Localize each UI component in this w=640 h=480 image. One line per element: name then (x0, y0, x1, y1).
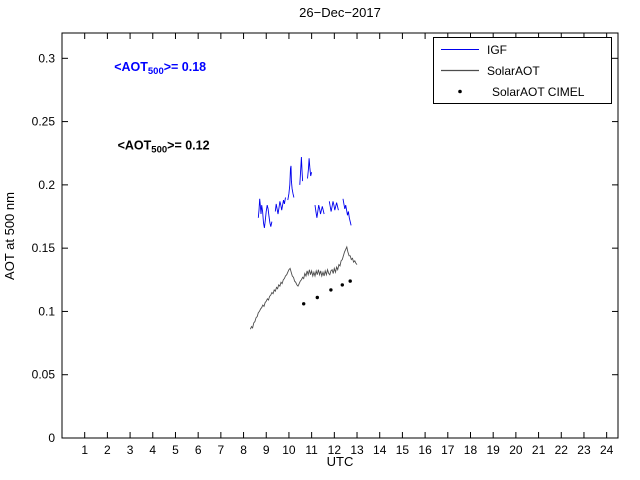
y-tick-label: 0.2 (38, 178, 55, 192)
x-tick-label: 18 (464, 443, 478, 457)
y-tick-label: 0 (48, 431, 55, 445)
x-tick-label: 11 (305, 443, 318, 457)
x-tick-label: 8 (240, 443, 247, 457)
x-tick-label: 21 (532, 443, 546, 457)
igf-line (342, 198, 352, 226)
x-tick-label: 16 (418, 443, 432, 457)
axis-ticks: 1 2 3 4 5 6 7 8 9 10 11 12 13 14 15 16 17 18 19 20 21 22 23 240… (32, 33, 618, 457)
igf-line (257, 198, 273, 228)
x-tick-label: 20 (509, 443, 523, 457)
annotation-igf-mean: <AOT500>= 0.18 (114, 60, 206, 77)
y-tick-label: 0.3 (38, 51, 55, 65)
y-tick-label: 0.05 (32, 368, 56, 382)
igf-line (299, 156, 304, 185)
x-tick-label: 23 (577, 443, 591, 457)
y-tick-label: 0.15 (32, 241, 56, 255)
x-tick-label: 12 (328, 443, 342, 457)
x-axis-label: UTC (327, 454, 354, 469)
x-tick-label: 19 (487, 443, 501, 457)
igf-line (328, 201, 339, 212)
legend-label-cimel: SolarAOT CIMEL (492, 85, 585, 99)
series-group (249, 156, 358, 330)
solaraot-cimel-point (348, 279, 352, 283)
chart-title: 26−Dec−2017 (299, 5, 381, 20)
solaraot-cimel-point (315, 295, 319, 300)
x-tick-label: 5 (172, 443, 179, 457)
solaraot-cimel-point (302, 302, 306, 306)
x-tick-label: 13 (350, 443, 364, 457)
annotations: <AOT500>= 0.18 <AOT500>= 0.12 (114, 60, 209, 155)
igf-line (314, 204, 325, 218)
y-tick-label: 0.1 (38, 304, 55, 318)
solaraot-line (249, 245, 358, 330)
legend: IGF SolarAOT SolarAOT CIMEL (433, 37, 612, 104)
x-tick-label: 6 (195, 443, 202, 457)
x-tick-label: 15 (396, 443, 410, 457)
x-tick-label: 7 (218, 443, 225, 457)
x-tick-label: 1 (81, 443, 88, 457)
solaraot-cimel-point (340, 283, 344, 287)
legend-label-igf: IGF (487, 43, 507, 57)
igf-line (274, 197, 286, 215)
y-axis-label: AOT at 500 nm (2, 192, 17, 280)
x-tick-label: 17 (441, 443, 455, 457)
x-tick-label: 2 (104, 443, 111, 457)
x-tick-label: 9 (263, 443, 270, 457)
x-tick-label: 14 (373, 443, 387, 457)
legend-marker-cimel (458, 89, 462, 94)
y-tick-label: 0.25 (32, 115, 56, 129)
legend-label-solaraot: SolarAOT (487, 64, 540, 78)
igf-line (287, 165, 295, 201)
solaraot-cimel-point (329, 288, 333, 292)
x-tick-label: 24 (600, 443, 614, 457)
annotation-solaraot-mean: <AOT500>= 0.12 (118, 138, 210, 155)
x-tick-label: 3 (127, 443, 134, 457)
x-tick-label: 10 (282, 443, 296, 457)
x-tick-label: 22 (555, 443, 569, 457)
igf-line (307, 158, 313, 179)
x-tick-label: 4 (149, 443, 156, 457)
